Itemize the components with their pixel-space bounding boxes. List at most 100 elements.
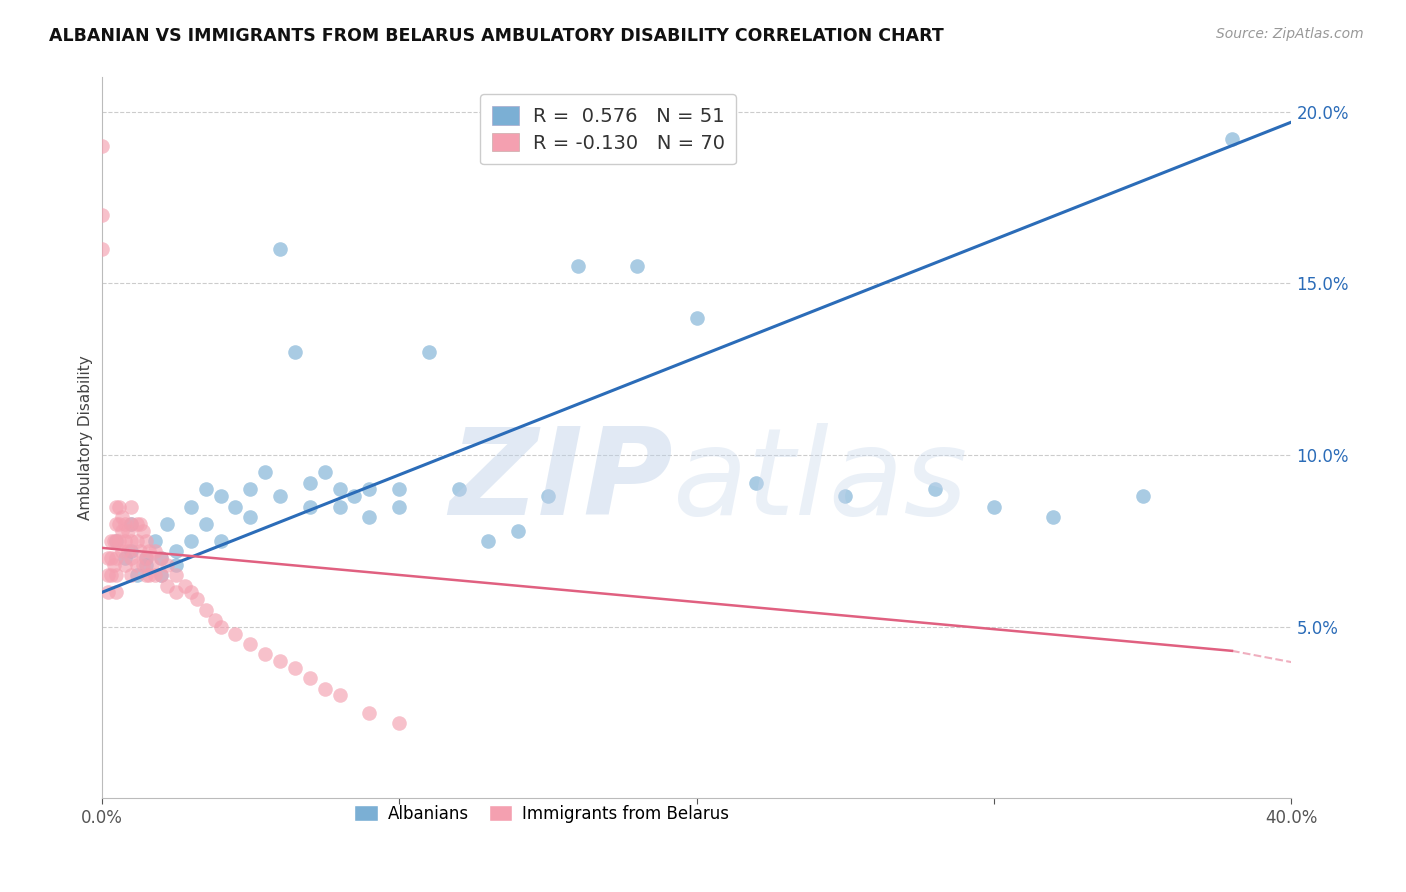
Point — [127, 568, 149, 582]
Point — [135, 551, 157, 566]
Point — [90, 208, 112, 222]
Text: atlas: atlas — [672, 423, 969, 540]
Point — [567, 260, 589, 274]
Point — [129, 544, 152, 558]
Point — [108, 533, 131, 548]
Point — [100, 568, 122, 582]
Point — [343, 489, 366, 503]
Point — [180, 500, 202, 514]
Point — [209, 620, 232, 634]
Point — [834, 489, 856, 503]
Point — [284, 661, 307, 675]
Point — [329, 689, 352, 703]
Point — [96, 551, 118, 566]
Point — [254, 648, 277, 662]
Point — [150, 568, 173, 582]
Point — [983, 500, 1005, 514]
Point — [150, 568, 173, 582]
Point — [111, 510, 134, 524]
Point — [180, 585, 202, 599]
Point — [114, 551, 136, 566]
Point — [329, 500, 352, 514]
Point — [174, 579, 197, 593]
Point — [138, 568, 160, 582]
Point — [103, 558, 125, 572]
Point — [194, 602, 217, 616]
Point — [314, 681, 336, 696]
Point — [120, 568, 142, 582]
Point — [284, 345, 307, 359]
Point — [135, 533, 157, 548]
Point — [186, 592, 208, 607]
Point — [314, 465, 336, 479]
Point — [127, 558, 149, 572]
Point — [114, 516, 136, 531]
Point — [120, 516, 142, 531]
Point — [111, 544, 134, 558]
Text: ZIP: ZIP — [449, 423, 672, 540]
Point — [135, 558, 157, 572]
Point — [209, 533, 232, 548]
Point — [143, 568, 166, 582]
Point — [150, 551, 173, 566]
Point — [626, 260, 648, 274]
Point — [298, 500, 321, 514]
Point — [359, 483, 381, 497]
Point — [114, 533, 136, 548]
Point — [120, 533, 142, 548]
Point — [165, 544, 187, 558]
Point — [418, 345, 440, 359]
Point — [105, 500, 128, 514]
Point — [103, 533, 125, 548]
Point — [117, 524, 139, 538]
Point — [685, 310, 707, 325]
Point — [105, 533, 128, 548]
Point — [150, 551, 173, 566]
Point — [537, 489, 560, 503]
Point — [143, 544, 166, 558]
Point — [165, 585, 187, 599]
Point — [745, 475, 768, 490]
Point — [100, 533, 122, 548]
Point — [90, 139, 112, 153]
Point — [224, 626, 246, 640]
Point — [924, 483, 946, 497]
Point — [114, 558, 136, 572]
Text: Source: ZipAtlas.com: Source: ZipAtlas.com — [1216, 27, 1364, 41]
Point — [329, 483, 352, 497]
Point — [90, 242, 112, 256]
Point — [117, 544, 139, 558]
Point — [506, 524, 529, 538]
Point — [143, 533, 166, 548]
Point — [1220, 132, 1243, 146]
Point — [105, 568, 128, 582]
Point — [120, 500, 142, 514]
Point — [477, 533, 499, 548]
Point — [180, 533, 202, 548]
Point — [298, 671, 321, 685]
Point — [298, 475, 321, 490]
Point — [269, 654, 291, 668]
Legend: Albanians, Immigrants from Belarus: Albanians, Immigrants from Belarus — [347, 798, 735, 830]
Point — [1132, 489, 1154, 503]
Point — [135, 551, 157, 566]
Point — [105, 551, 128, 566]
Point — [239, 483, 262, 497]
Point — [209, 489, 232, 503]
Point — [111, 524, 134, 538]
Point — [105, 585, 128, 599]
Point — [194, 483, 217, 497]
Point — [156, 516, 179, 531]
Point — [359, 706, 381, 720]
Point — [127, 533, 149, 548]
Point — [129, 516, 152, 531]
Point — [204, 613, 226, 627]
Point — [165, 568, 187, 582]
Text: ALBANIAN VS IMMIGRANTS FROM BELARUS AMBULATORY DISABILITY CORRELATION CHART: ALBANIAN VS IMMIGRANTS FROM BELARUS AMBU… — [49, 27, 943, 45]
Point — [96, 585, 118, 599]
Point — [269, 489, 291, 503]
Point — [135, 568, 157, 582]
Point — [120, 544, 142, 558]
Point — [108, 500, 131, 514]
Point — [120, 516, 142, 531]
